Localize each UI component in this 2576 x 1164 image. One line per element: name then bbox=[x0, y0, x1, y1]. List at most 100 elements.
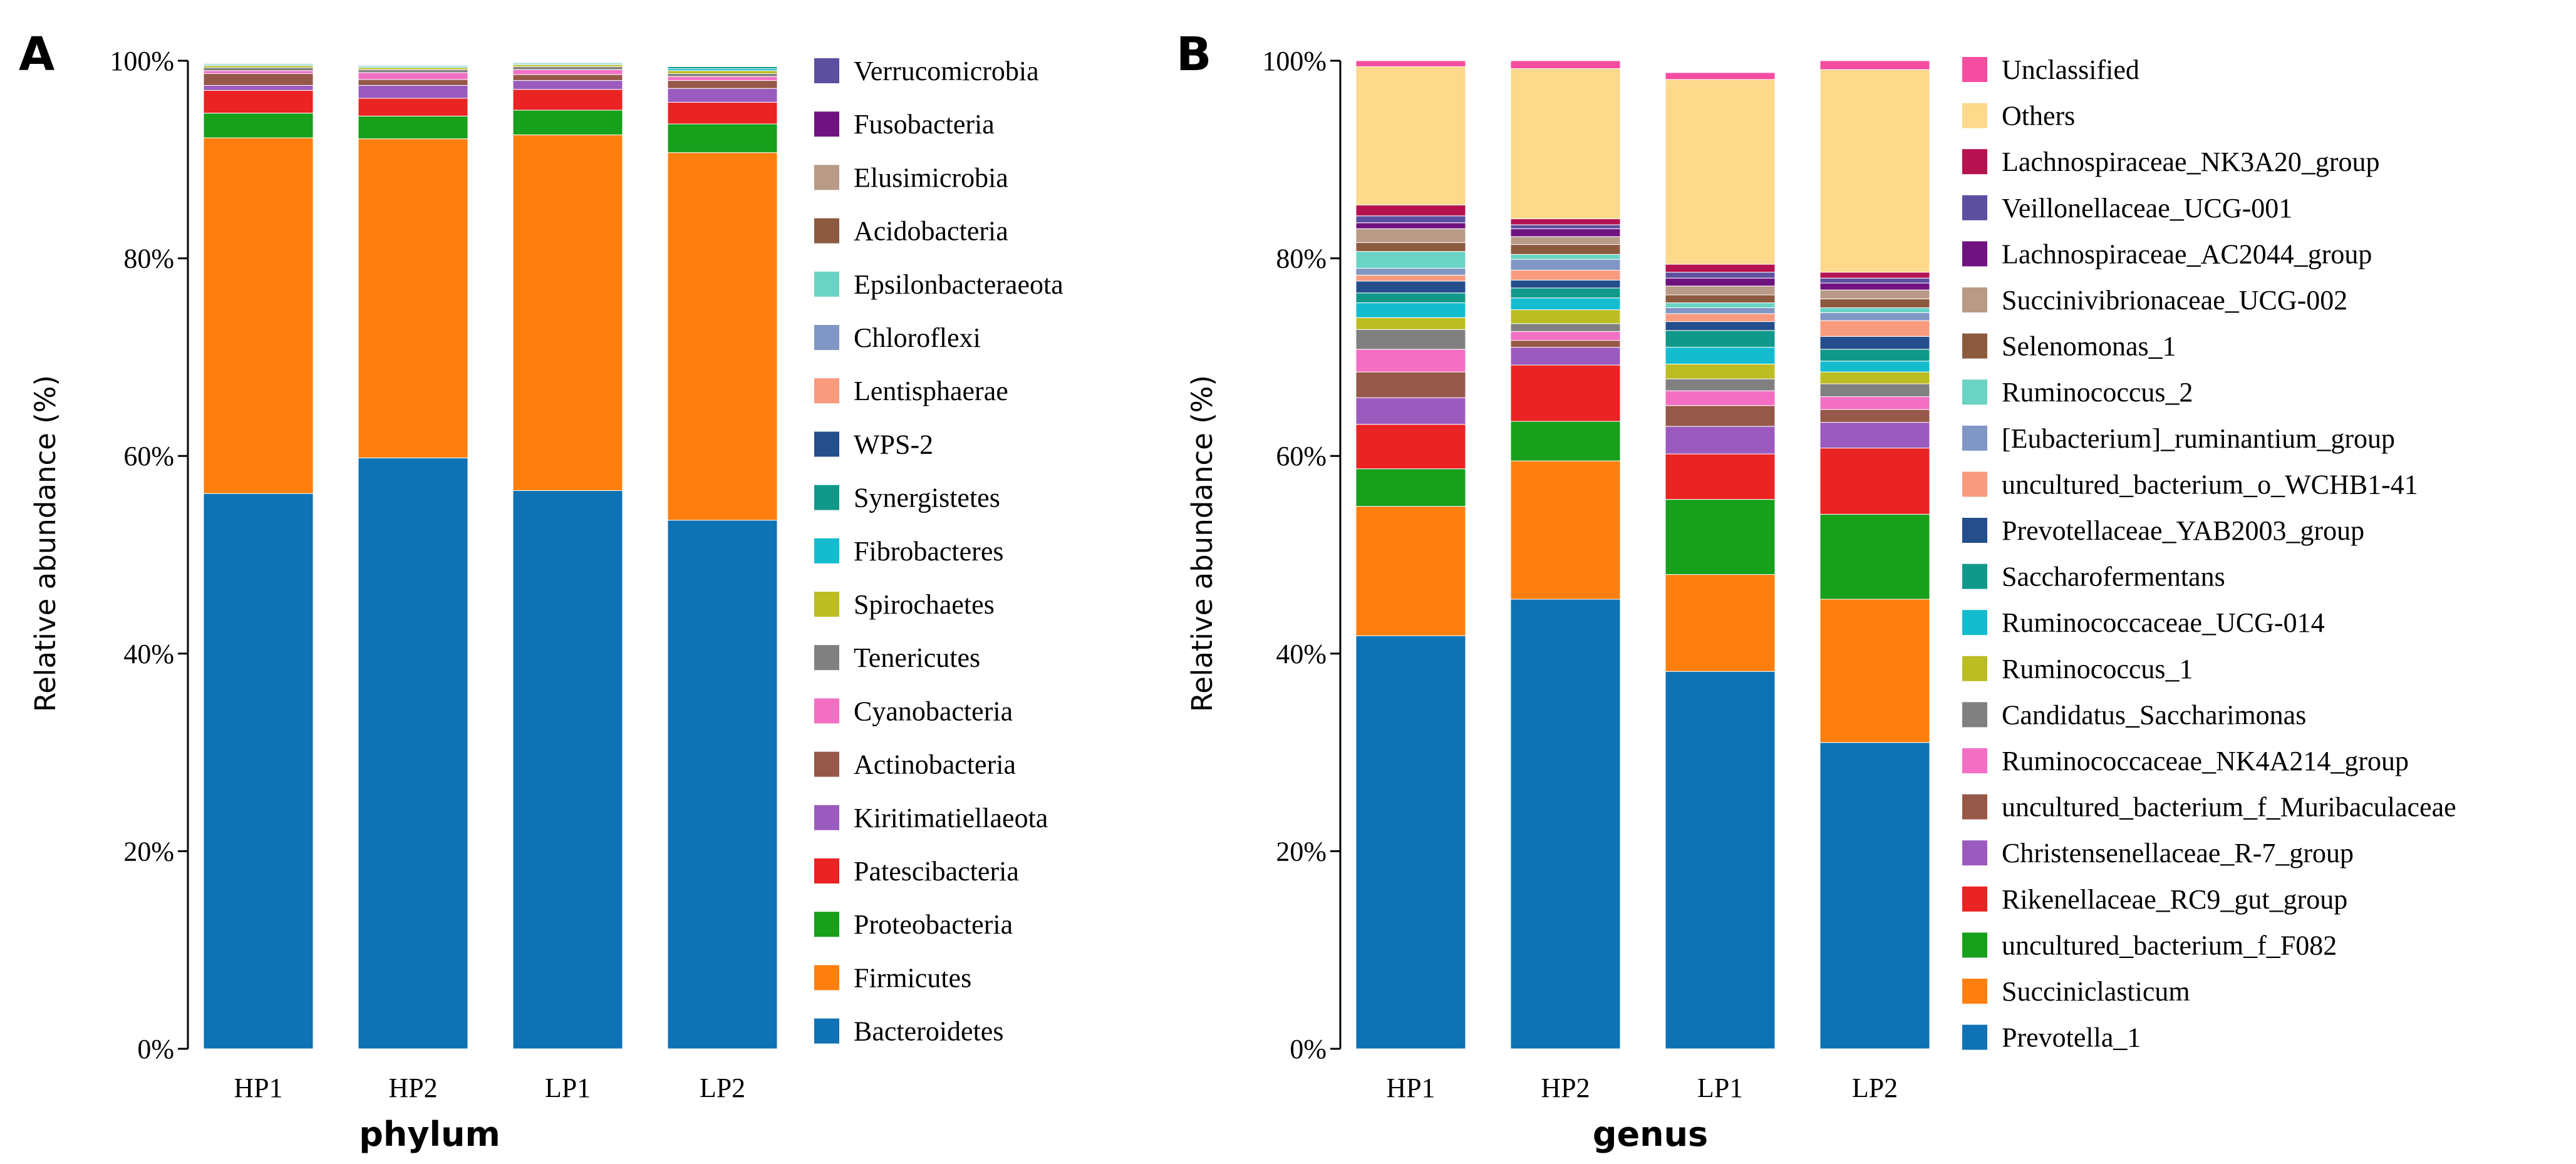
bar-segment bbox=[203, 67, 314, 71]
legend-label: Saccharofermentans bbox=[2002, 562, 2225, 592]
bar-segment bbox=[1819, 349, 1930, 362]
bar-segment bbox=[1665, 277, 1776, 287]
legend-swatch bbox=[1962, 195, 1987, 220]
bar-segment bbox=[1355, 60, 1466, 67]
legend-label: Acidobacteria bbox=[854, 216, 1008, 247]
legend-swatch bbox=[1962, 840, 1987, 866]
x-tick-label: LP1 bbox=[545, 1073, 591, 1103]
legend-label: Others bbox=[2002, 101, 2075, 131]
bar-segment bbox=[667, 101, 778, 125]
legend-label: Succinivibrionaceae_UCG-002 bbox=[2002, 285, 2347, 316]
legend-label: uncultured_bacterium_f_F082 bbox=[2002, 930, 2337, 961]
bar-segment bbox=[1665, 307, 1776, 314]
x-tick-label: HP1 bbox=[1386, 1073, 1435, 1103]
legend-swatch bbox=[814, 271, 839, 297]
legend-label: Fibrobacteres bbox=[854, 536, 1003, 567]
y-tick-label: 80% bbox=[123, 244, 174, 274]
legend-swatch bbox=[1962, 748, 1987, 773]
bar-segment bbox=[203, 113, 314, 138]
bar-segment bbox=[1819, 282, 1930, 291]
bar-segment bbox=[1510, 364, 1621, 422]
bar-segment bbox=[1819, 409, 1930, 423]
legend-label: Fusobacteria bbox=[854, 109, 995, 140]
legend-label: Firmicutes bbox=[854, 962, 971, 993]
y-tick-label: 100% bbox=[1262, 46, 1327, 76]
bar-segment bbox=[1819, 336, 1930, 350]
bar-segment bbox=[1819, 396, 1930, 410]
bar-segment bbox=[203, 73, 314, 86]
y-tick-label: 60% bbox=[1276, 441, 1327, 471]
bar-segment bbox=[203, 90, 314, 114]
legend-swatch bbox=[1962, 794, 1987, 820]
legend: Unclassified Others Lachnospiraceae_NK3A20… bbox=[1962, 54, 2456, 1053]
bar-segment bbox=[1510, 224, 1621, 229]
legend-label: Verrucomicrobia bbox=[854, 56, 1039, 86]
legend-label: Synergistetes bbox=[854, 483, 1000, 513]
x-tick-label: LP1 bbox=[1697, 1073, 1743, 1103]
bar-segment bbox=[1665, 574, 1776, 672]
panel-b: B Relative abundance (%) genus 0% 20% 40% 6… bbox=[1176, 28, 2456, 1154]
bar-segment bbox=[358, 69, 468, 73]
legend-swatch bbox=[1962, 1024, 1987, 1050]
bar-segment bbox=[1819, 361, 1930, 373]
legend-label: Lachnospiraceae_NK3A20_group bbox=[2002, 147, 2380, 177]
legend-swatch bbox=[814, 698, 839, 724]
bar-segment bbox=[1510, 287, 1621, 299]
legend-swatch bbox=[1962, 979, 1987, 1004]
bar-segment bbox=[358, 72, 468, 80]
legend-label: Elusimicrobia bbox=[854, 162, 1008, 193]
legend-label: Ruminococcaceae_UCG-014 bbox=[2002, 607, 2325, 638]
bar-segment bbox=[667, 70, 778, 75]
legend-label: Proteobacteria bbox=[854, 909, 1013, 940]
legend-swatch bbox=[814, 538, 839, 564]
bar-segment bbox=[1355, 349, 1466, 373]
stacked-bars bbox=[1355, 60, 1930, 1049]
bar-segment bbox=[358, 79, 468, 86]
legend-swatch bbox=[1962, 103, 1987, 128]
legend-swatch bbox=[1962, 333, 1987, 359]
bar-segment bbox=[1665, 453, 1776, 500]
legend-swatch bbox=[1962, 564, 1987, 589]
y-tick-label: 40% bbox=[1276, 639, 1327, 669]
legend-swatch bbox=[1962, 702, 1987, 728]
bar-segment bbox=[667, 76, 778, 81]
bar-segment bbox=[1665, 363, 1776, 379]
bar-segment bbox=[1510, 331, 1621, 341]
bar-segment bbox=[358, 457, 468, 1049]
bar-segment bbox=[1819, 422, 1930, 449]
bar-segment bbox=[1819, 307, 1930, 313]
bar-segment bbox=[203, 493, 314, 1049]
bar-segment bbox=[1510, 236, 1621, 245]
bar-segment bbox=[667, 73, 778, 77]
legend-label: Kiritimatiellaeota bbox=[854, 803, 1048, 833]
bar-segment bbox=[1355, 251, 1466, 269]
legend-swatch bbox=[814, 965, 839, 991]
bar-segment bbox=[667, 123, 778, 153]
legend-swatch bbox=[814, 58, 839, 83]
bar-segment bbox=[1510, 270, 1621, 281]
y-axis-label: Relative abundance (%) bbox=[1186, 375, 1219, 712]
legend-label: Candidatus_Saccharimonas bbox=[2002, 699, 2306, 730]
bar-segment bbox=[512, 66, 623, 70]
legend-label: Spirochaetes bbox=[854, 589, 995, 620]
bar-segment bbox=[1665, 294, 1776, 304]
bar-segment bbox=[1665, 272, 1776, 279]
legend-swatch bbox=[1962, 149, 1987, 175]
bar-segment bbox=[512, 110, 623, 135]
x-tick-label: LP2 bbox=[700, 1073, 745, 1103]
bar-segment bbox=[1819, 383, 1930, 398]
bar-segment bbox=[1355, 329, 1466, 350]
legend-label: Chloroflexi bbox=[854, 322, 981, 353]
bar-segment bbox=[1819, 513, 1930, 600]
bar-segment bbox=[203, 137, 314, 494]
legend-swatch bbox=[814, 645, 839, 671]
panel-letter: B bbox=[1176, 28, 1211, 81]
bar-segment bbox=[358, 98, 468, 116]
bar-segment bbox=[1665, 499, 1776, 575]
bar-segment bbox=[1355, 371, 1466, 398]
bar-segment bbox=[512, 69, 623, 75]
bar-segment bbox=[358, 138, 468, 458]
legend-swatch bbox=[814, 431, 839, 457]
bar-segment bbox=[1819, 371, 1930, 384]
bar-segment bbox=[1510, 254, 1621, 260]
